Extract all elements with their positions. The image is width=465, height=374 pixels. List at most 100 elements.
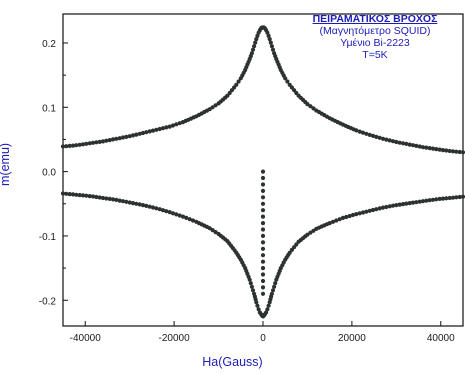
data-point bbox=[260, 221, 266, 226]
data-point bbox=[397, 140, 402, 145]
data-point bbox=[177, 213, 182, 218]
data-point bbox=[397, 202, 402, 207]
data-point bbox=[364, 131, 369, 136]
x-tick-label: -40000 bbox=[70, 333, 102, 344]
data-point bbox=[144, 203, 149, 208]
data-point bbox=[140, 130, 146, 136]
data-point bbox=[260, 169, 266, 174]
data-point bbox=[213, 103, 218, 108]
data-point bbox=[440, 148, 446, 153]
data-point bbox=[272, 284, 277, 289]
y-tick-label: -0.1 bbox=[39, 232, 57, 243]
data-point bbox=[414, 143, 419, 148]
data-point bbox=[457, 194, 462, 200]
data-point bbox=[427, 146, 432, 151]
data-point bbox=[70, 192, 76, 197]
y-axis-label: m(emu) bbox=[0, 142, 12, 186]
data-point bbox=[260, 208, 266, 213]
data-point bbox=[308, 104, 313, 109]
data-point bbox=[77, 142, 82, 147]
data-point bbox=[77, 193, 82, 198]
data-point bbox=[84, 141, 89, 146]
data-point bbox=[266, 303, 271, 308]
data-point bbox=[367, 132, 372, 137]
data-point bbox=[170, 211, 176, 216]
data-point bbox=[270, 288, 276, 293]
data-point bbox=[110, 137, 116, 142]
data-point bbox=[104, 196, 109, 201]
data-point bbox=[370, 207, 376, 213]
data-point bbox=[250, 47, 256, 52]
data-point bbox=[269, 44, 274, 49]
data-point bbox=[114, 136, 119, 141]
data-point bbox=[380, 205, 386, 210]
data-point bbox=[80, 142, 86, 147]
data-point bbox=[334, 218, 339, 223]
data-point bbox=[407, 142, 412, 147]
data-point bbox=[255, 33, 260, 39]
data-point bbox=[249, 51, 254, 56]
data-point bbox=[167, 210, 172, 215]
data-point bbox=[260, 246, 266, 251]
data-point bbox=[100, 139, 106, 144]
data-point bbox=[174, 212, 179, 217]
data-point bbox=[260, 253, 266, 258]
data-point bbox=[150, 205, 156, 210]
data-point bbox=[265, 307, 270, 312]
data-point bbox=[414, 200, 419, 205]
data-point bbox=[447, 148, 452, 154]
data-point bbox=[167, 124, 172, 129]
data-point bbox=[254, 37, 259, 42]
data-point bbox=[420, 145, 426, 150]
data-point bbox=[94, 194, 99, 200]
chart-title-line-4: T=5K bbox=[362, 49, 388, 61]
data-point bbox=[434, 197, 439, 202]
data-point bbox=[137, 202, 142, 207]
data-point bbox=[140, 203, 146, 208]
data-point bbox=[294, 242, 299, 247]
data-point bbox=[384, 204, 389, 210]
data-point bbox=[354, 212, 359, 217]
data-point bbox=[387, 204, 392, 209]
data-point bbox=[260, 285, 266, 290]
data-point bbox=[360, 210, 366, 215]
data-points bbox=[60, 25, 465, 319]
data-point bbox=[400, 202, 406, 207]
data-point bbox=[340, 215, 346, 220]
data-point bbox=[164, 125, 169, 130]
data-point bbox=[250, 288, 256, 293]
data-point bbox=[107, 138, 112, 143]
x-tick-label: 0 bbox=[260, 333, 266, 344]
data-point bbox=[164, 209, 169, 214]
data-point bbox=[124, 134, 129, 139]
data-point bbox=[354, 128, 359, 133]
data-point bbox=[157, 126, 162, 132]
data-point bbox=[330, 219, 336, 224]
data-point bbox=[134, 132, 139, 137]
data-point bbox=[454, 149, 459, 154]
data-point bbox=[267, 37, 272, 42]
data-point bbox=[377, 206, 382, 211]
data-point bbox=[60, 191, 66, 196]
data-point bbox=[424, 145, 429, 150]
data-point bbox=[417, 144, 422, 149]
data-point bbox=[60, 144, 66, 149]
data-point bbox=[100, 195, 106, 201]
data-point bbox=[147, 129, 152, 134]
data-point bbox=[374, 207, 379, 212]
data-point bbox=[174, 122, 179, 127]
axis-ticks: -40000 -20000 0 20000 40000 0.2 0.1 0.0 -0.1 -0.2 bbox=[39, 39, 455, 344]
data-point bbox=[210, 228, 215, 233]
data-point bbox=[265, 30, 270, 35]
data-point bbox=[144, 130, 149, 135]
data-point bbox=[170, 123, 176, 128]
data-point bbox=[437, 196, 442, 201]
data-point bbox=[460, 150, 465, 155]
data-point bbox=[357, 129, 362, 134]
data-point bbox=[268, 40, 273, 45]
data-point bbox=[107, 196, 112, 201]
data-point bbox=[120, 135, 126, 140]
data-point bbox=[350, 212, 356, 218]
data-point bbox=[67, 192, 72, 197]
data-point bbox=[457, 149, 462, 155]
